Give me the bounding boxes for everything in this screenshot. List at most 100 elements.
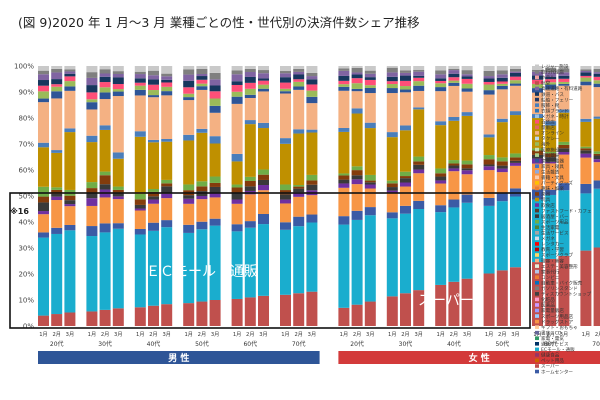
bar-segment — [183, 66, 195, 70]
bar-segment — [134, 131, 146, 137]
bar-segment — [593, 73, 600, 77]
bar-segment — [293, 293, 305, 326]
bar-segment — [558, 85, 570, 110]
legend-label: 自動車・バイク販売 — [541, 279, 583, 286]
legend-swatch — [535, 330, 539, 335]
bar-segment — [38, 70, 49, 75]
bar-segment — [364, 128, 376, 175]
bar-segment — [400, 125, 411, 131]
bar-segment — [38, 102, 49, 143]
bar-segment — [196, 74, 208, 77]
bar-segment — [293, 196, 305, 217]
bar-segment — [364, 79, 376, 86]
bar-segment — [545, 163, 557, 190]
bar-segment — [413, 75, 425, 78]
bar-segment — [64, 90, 76, 129]
bar-segment — [148, 230, 159, 306]
bar-segment — [51, 187, 63, 190]
bar-segment — [161, 198, 173, 221]
bar-segment — [196, 195, 208, 200]
bar-segment — [580, 72, 592, 76]
bar-segment — [400, 70, 411, 73]
bar-segment — [386, 132, 398, 138]
legend-label: ディスカウントショップ — [541, 291, 592, 298]
bar-segment — [64, 66, 76, 70]
bar-segment — [435, 176, 447, 181]
bar-segment — [435, 91, 447, 122]
bar-segment — [183, 69, 195, 75]
bar-segment — [400, 75, 411, 81]
bar-segment — [510, 85, 521, 112]
month-label: 1月 — [184, 331, 193, 338]
bar-segment — [196, 66, 208, 69]
bar-segment — [293, 89, 305, 130]
bar-segment — [580, 77, 592, 82]
month-label: 2月 — [294, 331, 303, 338]
bar-segment — [196, 68, 208, 75]
legend-label: 化粧品 — [541, 296, 555, 303]
legend-swatch — [535, 358, 539, 363]
legend-label: 居酒屋・バー — [541, 213, 569, 220]
legend-swatch — [535, 64, 539, 69]
bar-segment — [293, 68, 305, 72]
bar-segment — [231, 192, 243, 200]
bar-segment — [280, 66, 291, 72]
bar-segment — [161, 138, 173, 142]
bar-segment — [338, 90, 350, 128]
bar-segment — [545, 194, 557, 259]
annotation-supermarket: スーパー — [418, 293, 474, 309]
bar-segment — [231, 96, 243, 104]
month-label: 2月 — [401, 331, 410, 338]
bar-segment — [400, 213, 411, 294]
bar-segment — [99, 171, 111, 176]
bar-segment — [196, 229, 208, 302]
legend-label: タクシー — [541, 135, 560, 142]
bar-segment — [86, 236, 98, 312]
bar-segment — [532, 199, 543, 263]
bar-segment — [183, 224, 195, 233]
bar-segment — [209, 300, 221, 326]
bar-segment — [244, 82, 256, 89]
bar-segment — [593, 118, 600, 152]
bar-segment — [209, 98, 221, 106]
month-label: 3月 — [308, 331, 317, 338]
bar-segment — [364, 215, 376, 302]
bar-segment — [400, 92, 411, 126]
legend-swatch — [535, 164, 539, 168]
bar-segment — [558, 183, 570, 191]
bar-segment — [293, 226, 305, 294]
bar-segment — [112, 89, 124, 92]
legend-label: エステ・美容整形 — [541, 263, 578, 270]
bar-segment — [306, 291, 318, 326]
bar-segment — [461, 170, 473, 175]
bar-segment — [483, 90, 495, 95]
bar-segment — [435, 70, 447, 75]
bar-segment — [338, 179, 350, 184]
gender-group-label: 男 性 — [168, 352, 189, 364]
bar-segment — [183, 303, 195, 326]
bar-segment — [351, 72, 363, 75]
bar-segment — [64, 132, 76, 190]
bar-segment — [38, 214, 49, 233]
bar-segment — [545, 89, 557, 122]
bar-segment — [448, 165, 460, 169]
bar-segment — [244, 68, 256, 73]
bar-segment — [496, 201, 508, 271]
bar-segment — [545, 153, 557, 158]
legend-swatch — [535, 336, 539, 341]
bar-segment — [38, 74, 49, 81]
bar-segment — [231, 298, 243, 326]
legend-swatch — [535, 192, 539, 196]
bar-segment — [196, 132, 208, 182]
gender-group-bar — [338, 351, 600, 364]
legend-swatch — [535, 103, 539, 107]
bar-segment — [258, 84, 269, 89]
bar-segment — [448, 117, 460, 121]
bar-segment — [496, 74, 508, 78]
month-label: 2月 — [450, 331, 459, 338]
y-tick-label: 60% — [18, 167, 34, 175]
bar-segment — [293, 71, 305, 75]
y-tick-label: 50% — [18, 193, 34, 201]
legend-swatch — [535, 86, 539, 91]
bar-segment — [99, 87, 111, 93]
